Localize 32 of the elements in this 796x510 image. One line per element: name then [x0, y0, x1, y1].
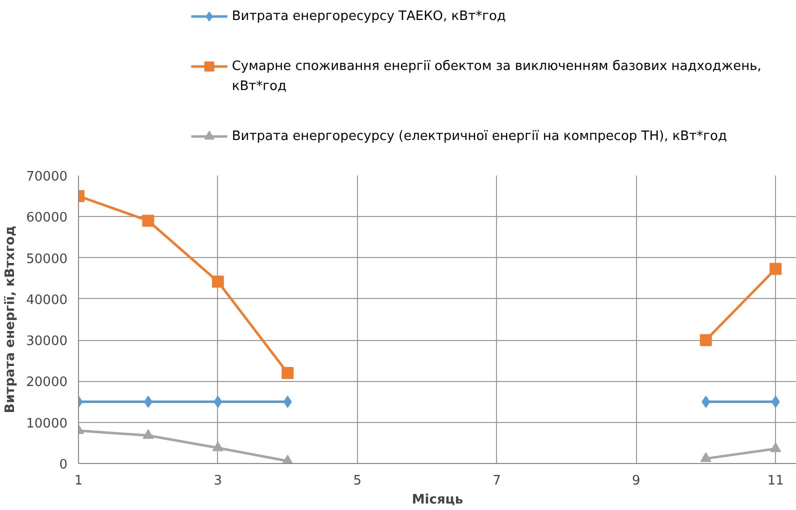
x-tick-label: 5: [353, 474, 362, 488]
y-tick-label: 50000: [26, 252, 68, 267]
y-tick-label: 20000: [26, 375, 68, 390]
y-tick-label: 30000: [26, 334, 68, 350]
y-tick-label: 0: [59, 458, 68, 472]
point: [214, 396, 222, 408]
point: [142, 429, 154, 439]
point: [700, 452, 712, 462]
y-tick-label: 70000: [26, 170, 68, 184]
point: [142, 214, 154, 227]
point: [771, 396, 780, 408]
x-tick-label: 3: [214, 474, 222, 488]
point: [283, 396, 292, 408]
point: [212, 442, 224, 452]
point: [282, 366, 294, 379]
legend-label: Витрата енергоресурсу (електричної енергії на компресор ТН), кВт*год: [232, 129, 727, 144]
y-tick-label: 60000: [26, 210, 68, 226]
x-tick-label: 9: [632, 474, 640, 488]
point: [702, 396, 710, 408]
y-tick-label: 40000: [26, 292, 68, 308]
legend-label: Сумарне споживання енергії обектом за виключенням базових надходжень, кВт*год: [232, 59, 762, 94]
y-tick-label: 10000: [26, 416, 68, 432]
point: [700, 334, 712, 346]
point: [770, 262, 782, 275]
point: [212, 276, 224, 288]
legend-label: Витрата енергоресурсу ТАЕКО, кВт*год: [232, 9, 506, 24]
x-tick-label: 7: [492, 474, 501, 488]
x-tick-label: 1: [74, 474, 83, 488]
y-axis-title: Витрата енергії, кВтхгод: [3, 226, 18, 414]
x-axis-title: Місяць: [412, 492, 464, 508]
point: [770, 442, 782, 452]
x-tick-label: 11: [767, 474, 784, 488]
